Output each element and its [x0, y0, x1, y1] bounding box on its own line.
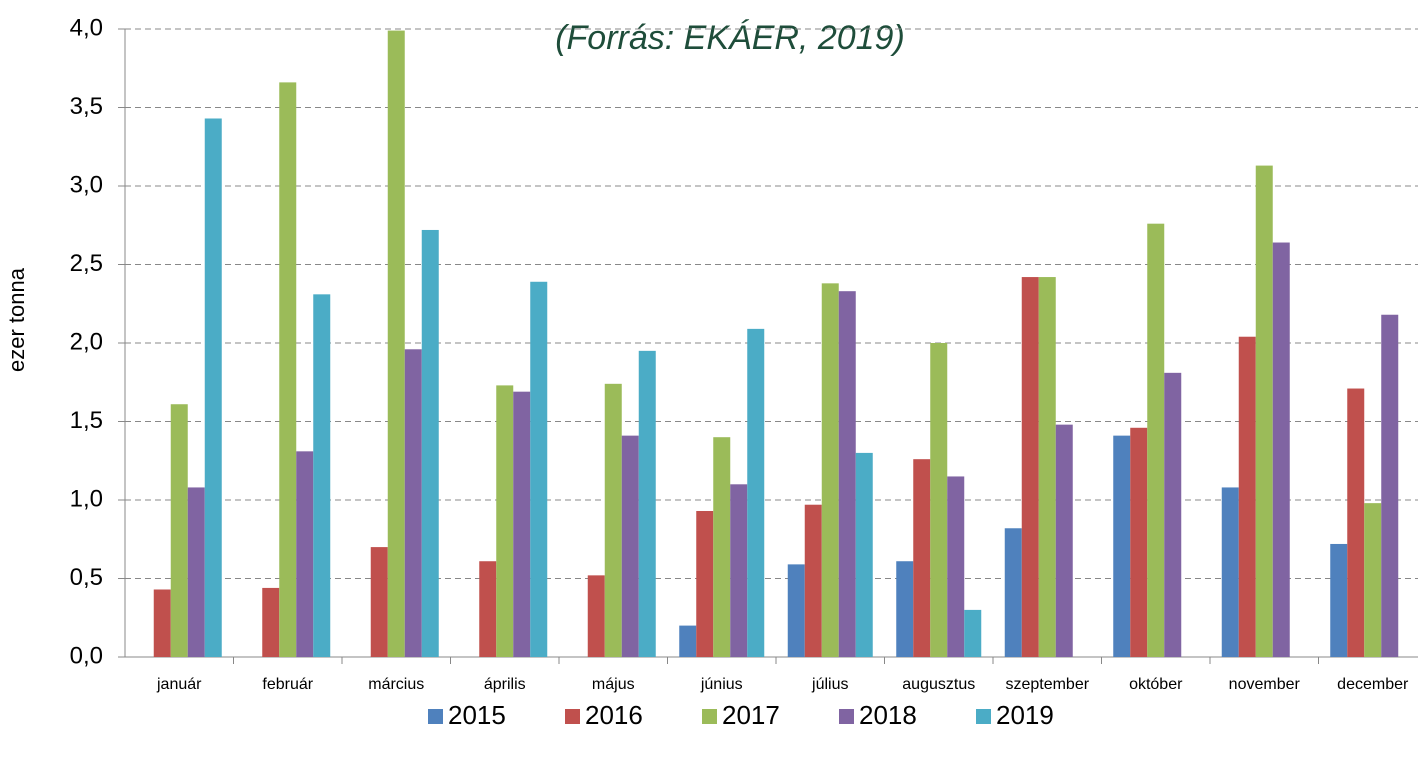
y-tick-label: 2,0 [70, 328, 103, 355]
bar [170, 404, 188, 657]
y-tick-label: 2,5 [70, 250, 103, 277]
bar [964, 609, 982, 657]
bar [530, 281, 548, 657]
y-tick-label: 3,0 [70, 171, 103, 198]
bar [1238, 336, 1256, 657]
legend-label: 2018 [859, 700, 917, 730]
bar [947, 476, 965, 657]
bar [913, 459, 931, 657]
y-tick-label: 1,0 [70, 485, 103, 512]
legend-swatch [976, 709, 991, 724]
bar [747, 328, 765, 657]
bar [679, 625, 697, 657]
bar [262, 587, 280, 657]
legend-label: 2015 [448, 700, 506, 730]
bar [930, 343, 948, 657]
bar [1164, 372, 1182, 657]
bar [404, 349, 422, 657]
bar [421, 229, 439, 657]
legend-swatch [702, 709, 717, 724]
x-tick-label: április [484, 676, 526, 693]
y-tick-label: 0,0 [70, 642, 103, 669]
bar [821, 283, 839, 657]
bar [621, 435, 639, 657]
bar [713, 437, 731, 657]
legend-swatch [839, 709, 854, 724]
bar [787, 564, 805, 657]
bar [1130, 427, 1148, 657]
bar [604, 383, 622, 657]
bar [1272, 242, 1290, 657]
x-tick-label: március [368, 676, 424, 693]
x-tick-label: július [811, 676, 848, 693]
legend-swatch [428, 709, 443, 724]
bar [1381, 314, 1399, 657]
bar [1113, 435, 1131, 657]
bar [479, 561, 497, 657]
bar [730, 484, 748, 657]
bar [587, 575, 605, 657]
legend-label: 2017 [722, 700, 780, 730]
y-axis-label: ezer tonna [4, 267, 29, 372]
bar [1055, 424, 1073, 657]
bar [1221, 487, 1239, 657]
x-tick-label: augusztus [902, 676, 975, 693]
y-tick-label: 3,5 [70, 93, 103, 120]
y-tick-label: 4,0 [70, 14, 103, 41]
bar [1038, 277, 1056, 657]
bar [1364, 503, 1382, 657]
bar [513, 391, 531, 657]
x-tick-label: június [700, 676, 743, 693]
y-tick-label: 0,5 [70, 564, 103, 591]
x-tick-label: január [156, 676, 202, 693]
x-tick-label: szeptember [1005, 676, 1089, 693]
bar [896, 561, 914, 657]
bar [204, 118, 222, 658]
x-tick-label: október [1129, 676, 1183, 693]
bar [387, 30, 405, 657]
bar [804, 504, 822, 657]
chart-title: (Forrás: EKÁER, 2019) [555, 19, 905, 57]
y-tick-label: 1,5 [70, 407, 103, 434]
x-tick-label: december [1337, 676, 1409, 693]
bar [370, 547, 388, 657]
legend-swatch [565, 709, 580, 724]
bar [1004, 528, 1022, 657]
legend-label: 2019 [996, 700, 1054, 730]
bar [153, 589, 171, 657]
bar [1021, 277, 1039, 657]
x-tick-label: november [1229, 676, 1301, 693]
bar [1330, 543, 1348, 657]
bar [1255, 165, 1273, 657]
legend-label: 2016 [585, 700, 643, 730]
x-tick-label: február [262, 676, 313, 693]
x-tick-label: május [592, 676, 635, 693]
bar [638, 350, 656, 657]
bar [496, 385, 514, 657]
bar [296, 451, 314, 657]
bar [187, 487, 205, 657]
bar [313, 294, 331, 657]
bar [855, 452, 873, 657]
bar [1347, 388, 1365, 657]
bar [1147, 223, 1165, 657]
bar [696, 510, 714, 657]
bar [838, 291, 856, 657]
bar [279, 82, 297, 657]
